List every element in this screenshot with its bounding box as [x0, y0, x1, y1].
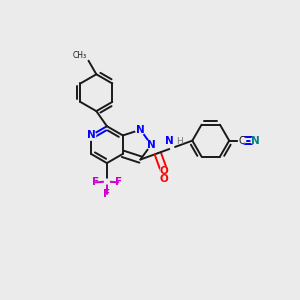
- Text: CH₃: CH₃: [73, 51, 87, 60]
- Circle shape: [86, 131, 96, 140]
- Circle shape: [146, 140, 156, 149]
- Text: F: F: [115, 177, 122, 188]
- Text: F: F: [103, 189, 110, 199]
- Circle shape: [170, 142, 180, 152]
- Text: N: N: [136, 125, 145, 135]
- Text: O: O: [160, 166, 168, 176]
- Text: F: F: [92, 177, 99, 188]
- Circle shape: [251, 137, 259, 145]
- Text: O: O: [160, 173, 168, 184]
- Circle shape: [104, 179, 109, 184]
- Circle shape: [136, 125, 145, 134]
- Text: N: N: [87, 130, 95, 140]
- Circle shape: [238, 137, 246, 144]
- Text: H: H: [176, 137, 183, 146]
- Text: C: C: [239, 136, 245, 146]
- Circle shape: [160, 167, 168, 174]
- Text: N: N: [147, 140, 156, 150]
- Text: N: N: [250, 136, 260, 146]
- Text: N: N: [165, 136, 174, 146]
